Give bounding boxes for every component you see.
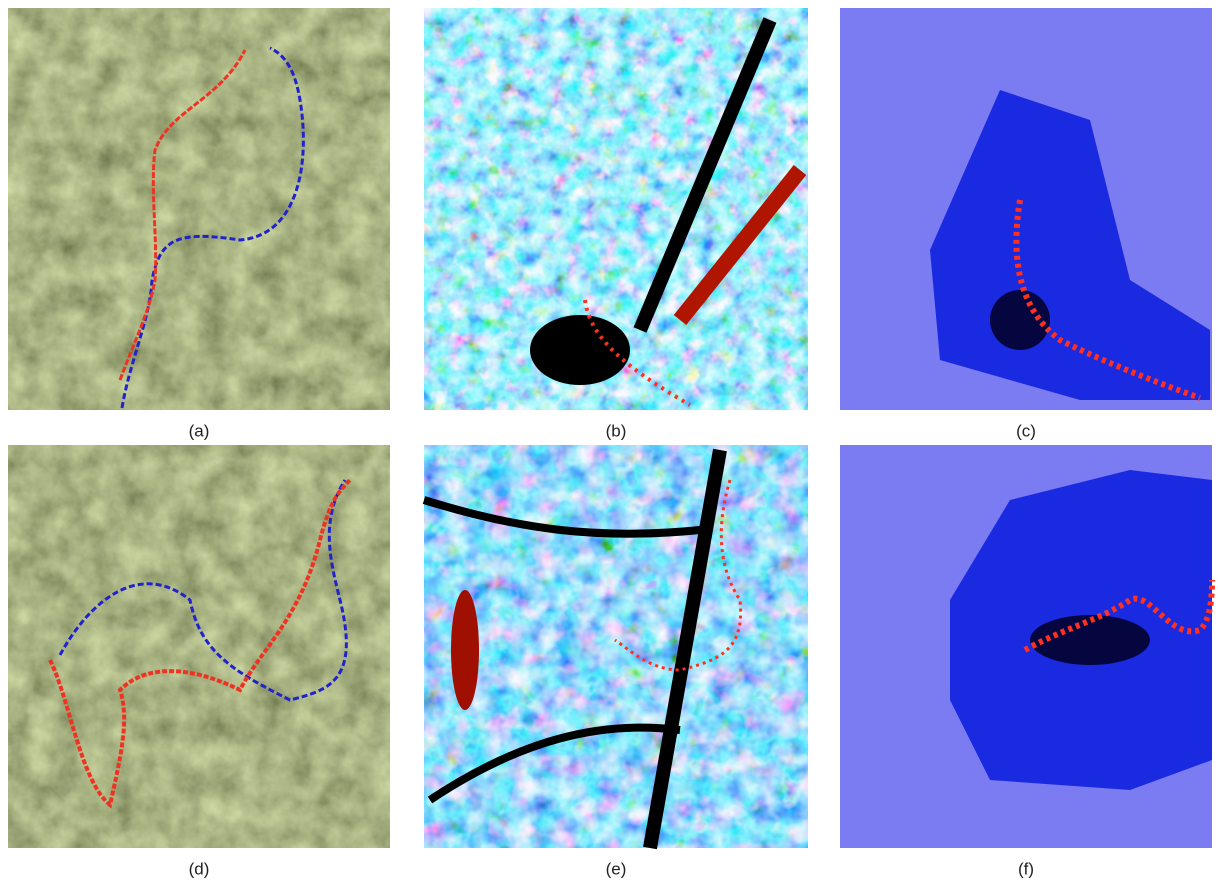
panel-a-image bbox=[8, 8, 390, 410]
panel-e-image bbox=[424, 445, 808, 848]
caption: (f) bbox=[1018, 859, 1034, 878]
caption: (a) bbox=[189, 421, 210, 440]
caption: (b) bbox=[606, 421, 627, 440]
panel-b-image bbox=[424, 8, 808, 410]
panel-c-image bbox=[840, 8, 1212, 410]
caption: (e) bbox=[606, 859, 627, 878]
caption: (c) bbox=[1016, 421, 1036, 440]
caption: (d) bbox=[189, 859, 210, 878]
figure: (a) (b) (c) (d) (e) (f) bbox=[0, 0, 1218, 884]
panel-d-image bbox=[8, 445, 390, 848]
panel-f-image bbox=[840, 445, 1212, 848]
